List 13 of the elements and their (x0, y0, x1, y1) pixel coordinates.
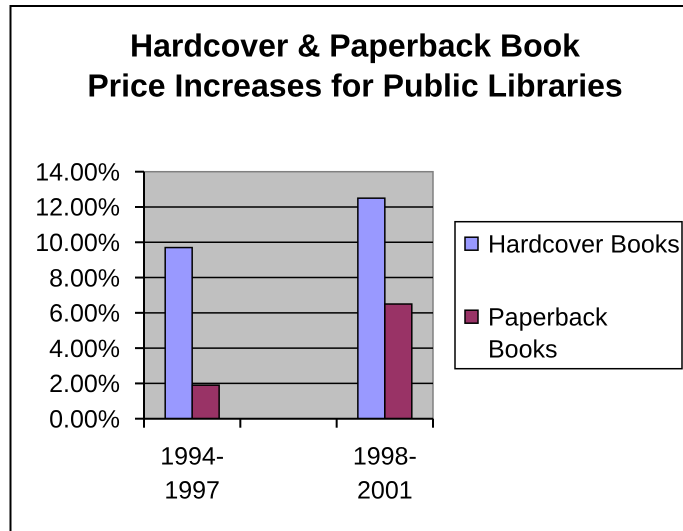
x-tick-label: 1994-1997 (160, 442, 224, 505)
chart-title: Hardcover & Paperback Book Price Increases for Public Libraries (87, 28, 623, 104)
y-tick-label: 4.00% (49, 334, 120, 363)
legend-label: Hardcover Books (488, 230, 680, 259)
x-tick-label: 1998-2001 (352, 442, 417, 505)
y-tick-label: 0.00% (49, 405, 120, 434)
legend-label: Paperback Books (488, 304, 608, 364)
y-tick-label: 2.00% (49, 370, 120, 398)
y-tick-label: 12.00% (35, 194, 120, 222)
y-tick-label: 14.00% (35, 158, 120, 186)
y-tick-label: 6.00% (49, 300, 120, 328)
y-tick-label: 10.00% (35, 229, 120, 258)
y-tick-label: 8.00% (49, 264, 120, 292)
